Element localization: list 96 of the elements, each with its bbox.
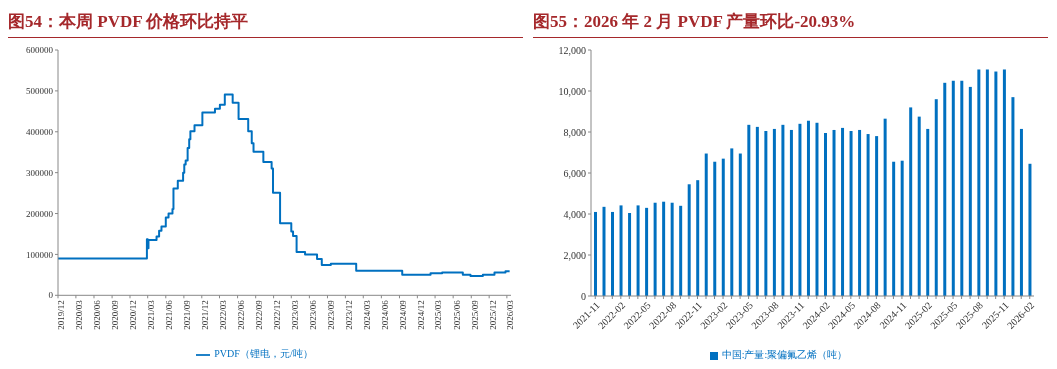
bar xyxy=(917,116,921,296)
bar xyxy=(951,80,955,296)
x-tick-label: 2025/06 xyxy=(451,299,462,330)
bar xyxy=(789,129,793,296)
bar xyxy=(824,133,827,296)
bar xyxy=(593,211,597,296)
bar xyxy=(653,202,657,296)
x-tick-label: 2023/06 xyxy=(307,299,318,330)
bar xyxy=(670,202,674,296)
y-tick-label: 100000 xyxy=(26,249,54,260)
chart-title: 图55：2026 年 2 月 PVDF 产量环比-20.93% xyxy=(533,8,1048,38)
bar xyxy=(875,136,879,296)
y-tick-label: 500000 xyxy=(26,86,54,97)
bar xyxy=(747,124,751,296)
bar xyxy=(611,211,615,296)
y-tick-label: 400000 xyxy=(26,126,54,137)
x-tick-label: 2021/03 xyxy=(146,299,157,330)
x-tick-label: 2022/12 xyxy=(271,300,282,330)
bar xyxy=(755,126,759,296)
y-tick-label: 8,000 xyxy=(563,126,586,138)
y-tick-label: 0 xyxy=(48,290,54,301)
bar xyxy=(781,124,785,296)
x-tick-label: 2023/09 xyxy=(325,299,336,330)
y-tick-label: 10,000 xyxy=(558,85,586,97)
bar xyxy=(815,122,819,296)
bar xyxy=(738,153,742,296)
bar xyxy=(934,99,938,296)
x-tick-label: 2024/12 xyxy=(415,300,426,330)
bar xyxy=(985,69,989,296)
bar xyxy=(841,127,845,296)
bar xyxy=(713,161,717,296)
bar xyxy=(883,118,887,296)
x-tick-label: 2022/06 xyxy=(235,299,246,330)
bar xyxy=(1002,69,1006,296)
bar xyxy=(994,71,998,296)
bar xyxy=(628,212,632,296)
x-tick-label: 2020/06 xyxy=(92,299,103,330)
bar xyxy=(943,82,947,296)
x-tick-label: 2020/03 xyxy=(74,299,85,330)
bar xyxy=(1028,163,1032,296)
bar xyxy=(892,161,896,296)
x-tick-label: 2022/09 xyxy=(254,299,265,330)
bar xyxy=(977,69,981,296)
x-tick-label: 2025/03 xyxy=(433,299,444,330)
bar xyxy=(849,130,853,296)
y-tick-label: 4,000 xyxy=(563,208,586,220)
bar xyxy=(900,160,904,296)
bar xyxy=(730,148,734,296)
bar xyxy=(858,129,862,296)
bar xyxy=(960,80,964,296)
chart-title: 图54：本周 PVDF 价格环比持平 xyxy=(8,8,523,38)
x-tick-label: 2024/03 xyxy=(361,299,372,330)
legend-label: PVDF（锂电，元/吨） xyxy=(214,348,313,360)
bar xyxy=(636,205,640,296)
x-tick-label: 2019/12 xyxy=(56,300,67,330)
x-tick-label: 2022/03 xyxy=(217,299,228,330)
bar xyxy=(772,128,776,296)
y-tick-label: 200000 xyxy=(26,208,54,219)
x-tick-label: 2026/03 xyxy=(505,299,516,330)
bar xyxy=(926,128,930,296)
x-tick-label: 2025/12 xyxy=(487,300,498,330)
x-tick-label: 2021/06 xyxy=(164,299,175,330)
bar xyxy=(806,120,810,296)
y-tick-label: 300000 xyxy=(26,167,54,178)
x-tick-label: 2021/09 xyxy=(182,299,193,330)
bar xyxy=(721,158,725,296)
bar xyxy=(968,86,972,296)
x-tick-label: 2024/06 xyxy=(379,299,390,330)
x-tick-label: 2020/12 xyxy=(128,300,139,330)
y-tick-label: 6,000 xyxy=(563,167,586,179)
bar xyxy=(619,205,623,296)
bar xyxy=(798,123,802,296)
x-tick-label: 2024/09 xyxy=(397,299,408,330)
bar xyxy=(704,153,708,296)
y-tick-label: 2,000 xyxy=(563,249,586,261)
bar xyxy=(645,207,649,296)
y-tick-label: 12,000 xyxy=(558,44,586,56)
bar xyxy=(764,130,768,296)
y-tick-label: 600000 xyxy=(26,45,54,56)
x-tick-label: 2023/12 xyxy=(343,300,354,330)
bar xyxy=(1019,128,1023,296)
bar xyxy=(866,134,870,296)
bar xyxy=(662,201,666,296)
bar xyxy=(909,107,913,296)
x-tick-label: 2025/09 xyxy=(469,299,480,330)
bar xyxy=(687,184,691,296)
y-tick-label: 0 xyxy=(581,290,586,302)
bar xyxy=(1011,97,1015,296)
x-tick-label: 2020/09 xyxy=(110,299,121,330)
x-tick-label: 2021/12 xyxy=(200,300,211,330)
bar xyxy=(832,129,836,296)
x-tick-label: 2023/03 xyxy=(289,299,300,330)
bar xyxy=(602,206,606,296)
legend-label: 中国:产量:聚偏氟乙烯（吨） xyxy=(721,349,848,360)
bar xyxy=(679,205,683,296)
bar xyxy=(696,180,700,296)
